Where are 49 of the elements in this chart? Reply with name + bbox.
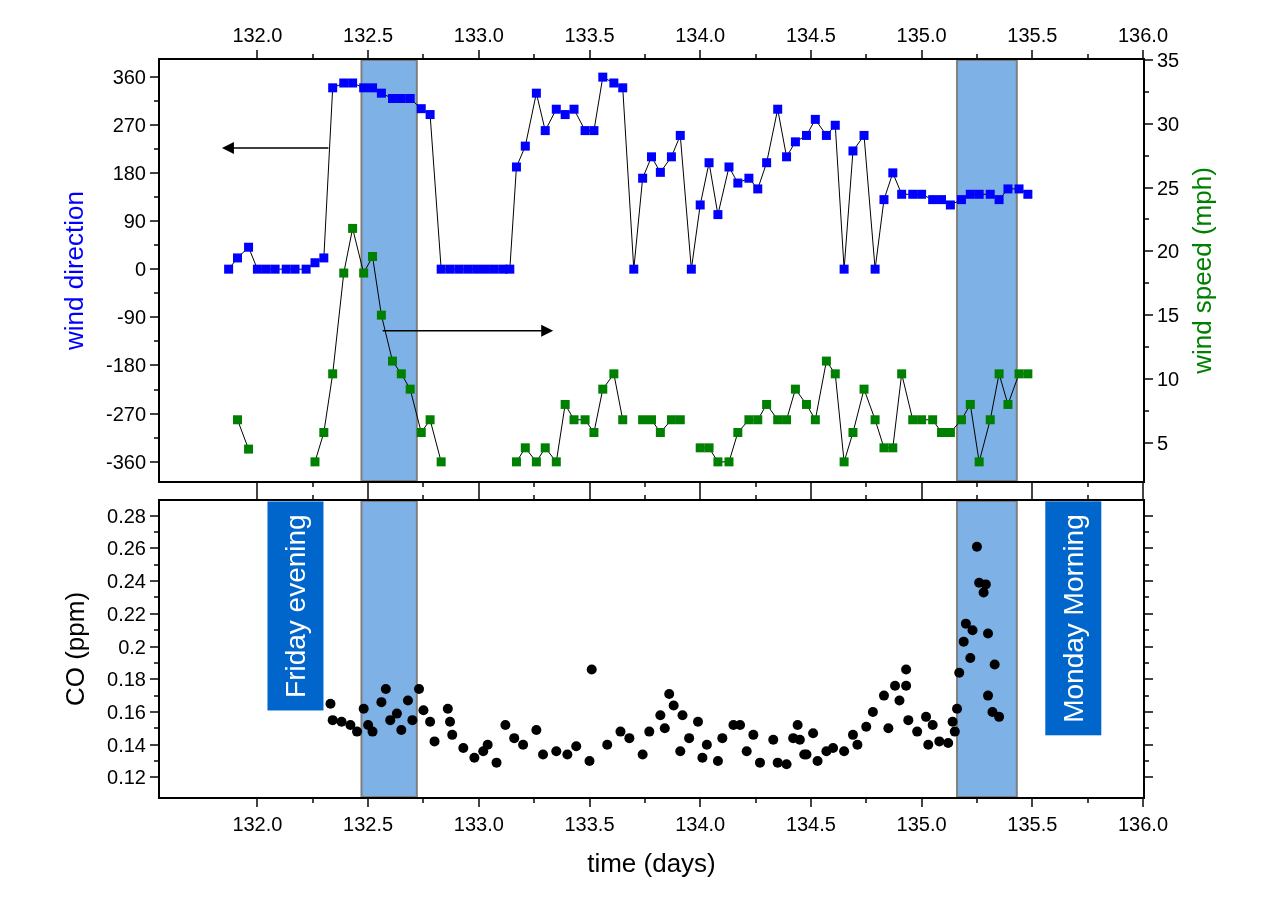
y-tick-label: 0.28 [107,504,146,527]
x-tick-label: 133.5 [564,24,615,46]
y-tick-label: 360 [112,65,146,88]
y-axis-title: CO (ppm) [59,591,90,707]
x-tick-label: 134.0 [675,813,726,835]
y-tick-label: -360 [105,450,146,473]
y-tick-label: 0.12 [107,766,146,789]
x-tick-label: 132.0 [232,24,283,46]
y2-tick-label: 30 [1157,112,1180,135]
y2-axis-title: wind speed (mph) [1187,167,1218,375]
y-tick-label: 0 [134,258,146,281]
x-axis-title: time (days) [587,848,716,879]
x-tick-label: 132.0 [232,813,283,835]
y-tick-label: 0.14 [107,733,146,756]
x-tick-label: 136.0 [1117,24,1169,46]
band-label: Friday evening [279,514,311,698]
y-tick-label: 180 [112,161,146,184]
x-tick-label: 135.5 [1007,24,1058,46]
y2-tick-label: 20 [1157,240,1180,263]
x-tick-label: 133.0 [453,24,504,46]
y-tick-label: 0.18 [107,668,146,691]
y2-tick-label: 15 [1157,304,1180,327]
x-tick-label: 136.0 [1117,813,1169,835]
y-tick-label: 0.16 [107,700,146,723]
x-tick-label: 135.5 [1007,813,1058,835]
band-label: Monday Morning [1057,514,1089,723]
x-tick-label: 135.0 [896,813,947,835]
x-tick-label: 134.0 [675,24,726,46]
y2-tick-label: 10 [1157,367,1180,390]
y-tick-label: -90 [117,306,146,329]
y-tick-label: 90 [123,210,146,233]
y2-tick-label: 25 [1157,176,1180,199]
y-tick-label: 270 [112,113,146,136]
y-axis-title: wind direction [58,191,89,351]
y-tick-label: -180 [105,354,146,377]
y-tick-label: -270 [105,402,146,425]
x-tick-label: 134.5 [785,813,836,835]
x-tick-label: 133.0 [453,813,504,835]
x-tick-label: 134.5 [785,24,836,46]
y-tick-label: 0.22 [107,602,146,625]
y-tick-label: 0.24 [107,570,146,593]
x-tick-label: 133.5 [564,813,615,835]
y2-tick-label: 35 [1157,49,1180,71]
y-tick-label: 0.2 [118,635,146,658]
y-tick-label: 0.26 [107,537,146,560]
x-tick-label: 135.0 [896,24,947,46]
x-tick-label: 132.5 [343,24,394,46]
x-tick-label: 132.5 [343,813,394,835]
y2-tick-label: 5 [1157,431,1169,454]
